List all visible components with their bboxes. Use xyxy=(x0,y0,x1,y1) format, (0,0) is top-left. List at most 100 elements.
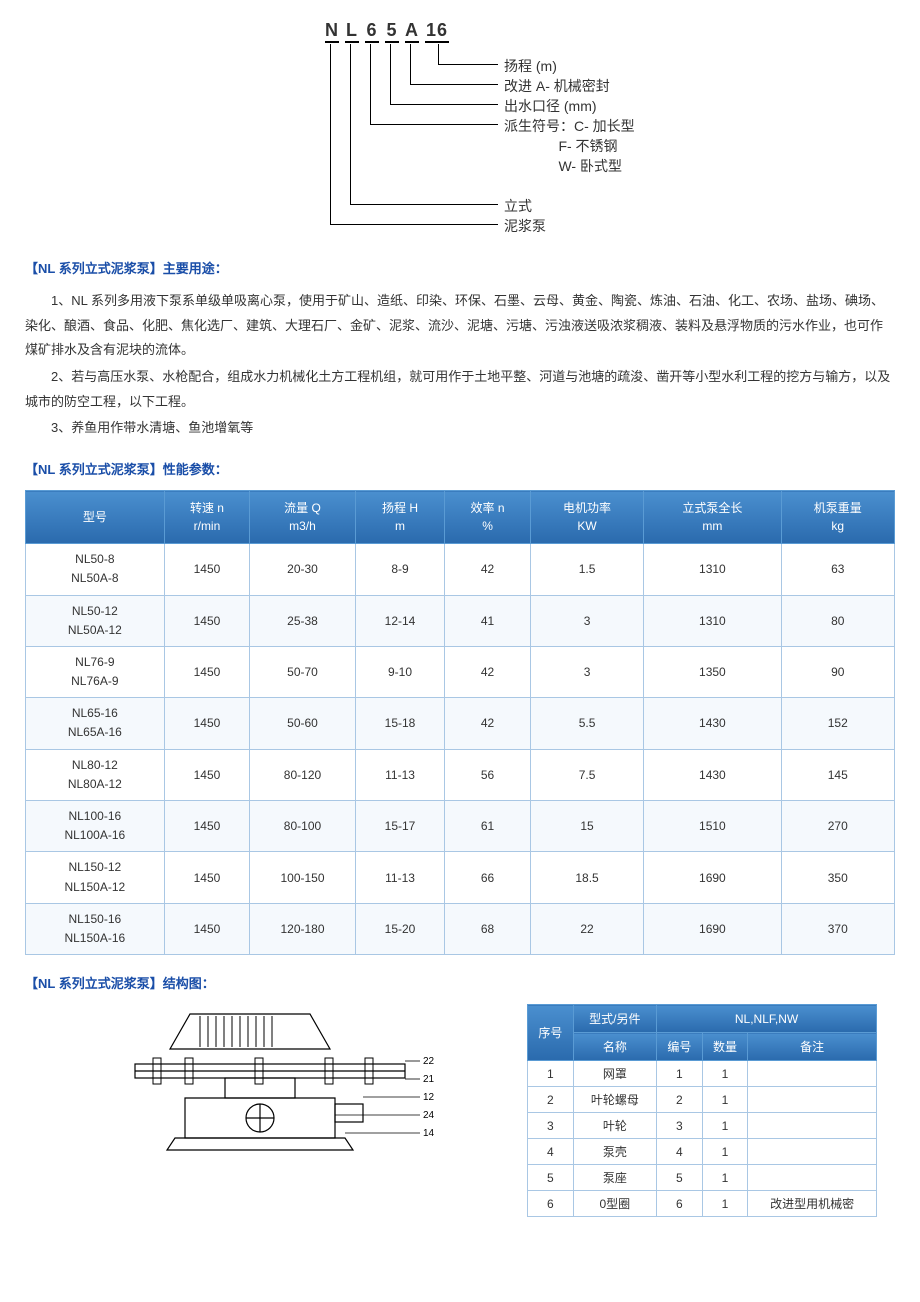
parts-cell: 0型圈 xyxy=(573,1191,656,1217)
spec-th: 机泵重量kg xyxy=(781,491,894,544)
spec-cell: 1310 xyxy=(644,595,781,646)
parts-cell xyxy=(748,1087,877,1113)
spec-cell: 15-20 xyxy=(355,903,445,954)
diagram-label: 派生符号：C- 加长型 xyxy=(504,116,635,136)
parts-th: 型式/另件 xyxy=(573,1005,656,1033)
spec-cell: 1.5 xyxy=(530,544,643,595)
parts-cell: 叶轮 xyxy=(573,1113,656,1139)
table-row: NL150-12NL150A-121450100-15011-136618.51… xyxy=(26,852,895,903)
spec-th: 转速 nr/min xyxy=(164,491,250,544)
table-row: 4泵壳41 xyxy=(528,1139,877,1165)
parts-cell: 1 xyxy=(702,1087,748,1113)
parts-cell: 3 xyxy=(528,1113,574,1139)
spec-cell: 66 xyxy=(445,852,531,903)
parts-cell xyxy=(748,1165,877,1191)
parts-cell: 改进型用机械密 xyxy=(748,1191,877,1217)
spec-cell: 120-180 xyxy=(250,903,356,954)
spec-cell: 68 xyxy=(445,903,531,954)
table-row: NL80-12NL80A-12145080-12011-13567.514301… xyxy=(26,749,895,800)
spec-th: 型号 xyxy=(26,491,165,544)
spec-cell: 90 xyxy=(781,646,894,697)
spec-cell: 80-120 xyxy=(250,749,356,800)
parts-cell: 泵壳 xyxy=(573,1139,656,1165)
parts-cell: 5 xyxy=(657,1165,703,1191)
table-row: NL150-16NL150A-161450120-18015-206822169… xyxy=(26,903,895,954)
svg-text:21: 21 xyxy=(423,1074,435,1085)
table-row: NL65-16NL65A-16145050-6015-18425.5143015… xyxy=(26,698,895,749)
table-row: 5泵座51 xyxy=(528,1165,877,1191)
spec-th: 效率 n% xyxy=(445,491,531,544)
spec-table: 型号转速 nr/min流量 Qm3/h扬程 Hm效率 n%电机功率KW立式泵全长… xyxy=(25,490,895,955)
spec-cell: 61 xyxy=(445,801,531,852)
spec-cell: 1450 xyxy=(164,646,250,697)
spec-th: 流量 Qm3/h xyxy=(250,491,356,544)
spec-cell: 1450 xyxy=(164,544,250,595)
spec-cell: 1690 xyxy=(644,852,781,903)
model-cell: NL50-12NL50A-12 xyxy=(26,595,165,646)
parts-cell: 叶轮螺母 xyxy=(573,1087,656,1113)
spec-cell: 56 xyxy=(445,749,531,800)
spec-cell: 270 xyxy=(781,801,894,852)
table-row: 1网罩11 xyxy=(528,1061,877,1087)
spec-cell: 15 xyxy=(530,801,643,852)
table-row: NL76-9NL76A-9145050-709-10423135090 xyxy=(26,646,895,697)
spec-cell: 1450 xyxy=(164,903,250,954)
spec-cell: 25-38 xyxy=(250,595,356,646)
parts-cell: 1 xyxy=(702,1191,748,1217)
parts-th: 备注 xyxy=(748,1033,877,1061)
model-cell: NL50-8NL50A-8 xyxy=(26,544,165,595)
parts-table: 序号 型式/另件 NL,NLF,NW 名称 编号 数量 备注 1网罩112叶轮螺… xyxy=(527,1004,877,1217)
spec-cell: 42 xyxy=(445,544,531,595)
spec-cell: 1510 xyxy=(644,801,781,852)
svg-text:14: 14 xyxy=(423,1128,435,1139)
structure-drawing: 22 21 12 24 14 xyxy=(25,1004,515,1154)
spec-cell: 3 xyxy=(530,595,643,646)
table-row: NL100-16NL100A-16145080-10015-1761151510… xyxy=(26,801,895,852)
diagram-label: 立式 xyxy=(504,196,532,216)
svg-text:24: 24 xyxy=(423,1110,435,1121)
parts-cell: 4 xyxy=(657,1139,703,1165)
table-row: 2叶轮螺母21 xyxy=(528,1087,877,1113)
spec-cell: 41 xyxy=(445,595,531,646)
spec-cell: 12-14 xyxy=(355,595,445,646)
spec-cell: 152 xyxy=(781,698,894,749)
spec-heading: 【NL 系列立式泥浆泵】性能参数： xyxy=(25,459,895,478)
spec-cell: 5.5 xyxy=(530,698,643,749)
spec-cell: 1450 xyxy=(164,698,250,749)
spec-cell: 1690 xyxy=(644,903,781,954)
spec-cell: 22 xyxy=(530,903,643,954)
uses-paragraph: 3、养鱼用作带水清塘、鱼池增氧等 xyxy=(25,416,895,441)
parts-th: NL,NLF,NW xyxy=(657,1005,877,1033)
spec-cell: 63 xyxy=(781,544,894,595)
parts-cell xyxy=(748,1139,877,1165)
parts-th: 数量 xyxy=(702,1033,748,1061)
spec-cell: 100-150 xyxy=(250,852,356,903)
diagram-label: F- 不锈钢 xyxy=(504,136,618,156)
spec-cell: 145 xyxy=(781,749,894,800)
spec-cell: 42 xyxy=(445,698,531,749)
spec-cell: 7.5 xyxy=(530,749,643,800)
spec-cell: 50-70 xyxy=(250,646,356,697)
spec-cell: 80-100 xyxy=(250,801,356,852)
uses-heading: 【NL 系列立式泥浆泵】主要用途： xyxy=(25,258,895,277)
spec-cell: 50-60 xyxy=(250,698,356,749)
parts-cell: 6 xyxy=(657,1191,703,1217)
spec-cell: 370 xyxy=(781,903,894,954)
diagram-label: 泥浆泵 xyxy=(504,216,546,236)
parts-th: 名称 xyxy=(573,1033,656,1061)
diagram-label: 出水口径 (mm) xyxy=(504,96,597,116)
parts-cell: 1 xyxy=(657,1061,703,1087)
struct-heading: 【NL 系列立式泥浆泵】结构图： xyxy=(25,973,895,992)
spec-cell: 1310 xyxy=(644,544,781,595)
parts-cell: 5 xyxy=(528,1165,574,1191)
spec-cell: 11-13 xyxy=(355,852,445,903)
parts-cell: 1 xyxy=(702,1139,748,1165)
spec-cell: 1350 xyxy=(644,646,781,697)
model-code-diagram: NL65A16 扬程 (m) 改进 A- 机械密封 出水口径 (mm) 派生符号… xyxy=(25,20,895,233)
spec-cell: 42 xyxy=(445,646,531,697)
parts-cell: 4 xyxy=(528,1139,574,1165)
spec-cell: 18.5 xyxy=(530,852,643,903)
table-row: NL50-12NL50A-12145025-3812-14413131080 xyxy=(26,595,895,646)
parts-cell xyxy=(748,1113,877,1139)
table-row: 3叶轮31 xyxy=(528,1113,877,1139)
